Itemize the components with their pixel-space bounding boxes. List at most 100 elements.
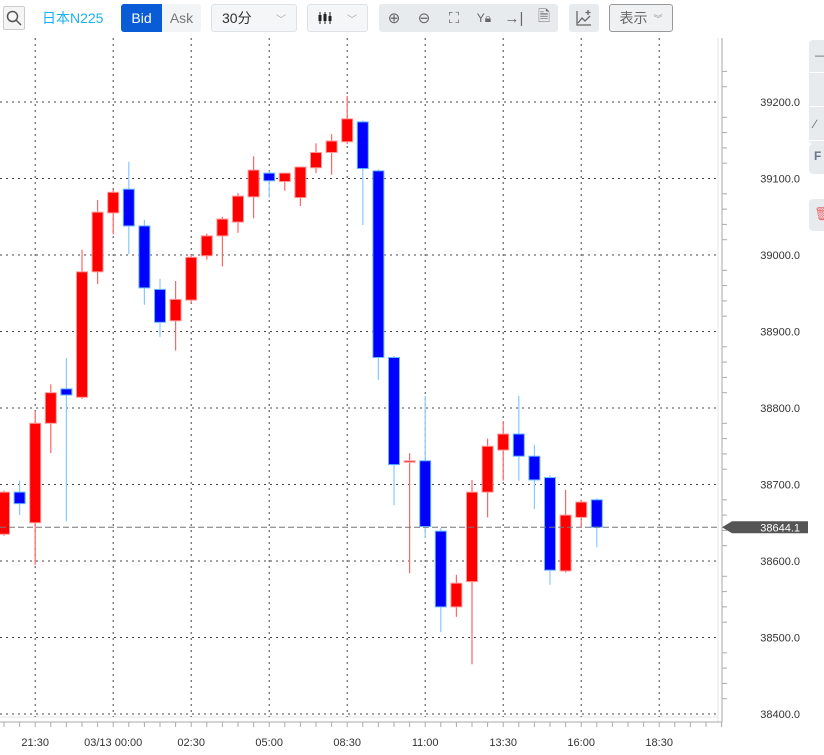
zoom-in-icon[interactable]: ⊕ — [387, 10, 401, 27]
x-tick-label: 05:00 — [255, 737, 283, 749]
candle-body — [466, 491, 478, 583]
candle — [497, 421, 510, 481]
candle-body — [29, 422, 42, 524]
x-tick-label: 08:30 — [333, 737, 361, 749]
candle — [91, 199, 104, 285]
candle — [154, 278, 166, 337]
y-tick-label: 39100.0 — [760, 174, 800, 186]
bid-button[interactable]: Bid — [121, 4, 162, 32]
candle — [138, 219, 151, 305]
candle-body — [154, 288, 166, 323]
document-icon[interactable]: 🗎 — [537, 7, 551, 25]
add-indicator-icon — [576, 10, 591, 26]
candle — [559, 489, 572, 573]
candle — [575, 499, 588, 528]
candle-body — [294, 166, 307, 199]
chart-type-select[interactable]: ﹀ — [307, 4, 368, 32]
candle-body — [107, 191, 120, 214]
current-price-label: 38644.1 — [760, 522, 800, 534]
y-tick-label: 38900.0 — [760, 327, 800, 339]
candle-body — [76, 271, 88, 398]
candle-body — [403, 460, 416, 463]
ask-button[interactable]: Ask — [162, 4, 201, 32]
candle-body — [122, 188, 135, 227]
candle-body — [216, 218, 229, 237]
current-price-marker — [722, 521, 808, 534]
chevron-down-icon: ﹀ — [276, 14, 286, 26]
candle — [372, 169, 385, 380]
candle — [60, 358, 73, 522]
x-tick-label: 13:30 — [489, 737, 517, 749]
x-tick-label: 11:00 — [412, 737, 439, 749]
zoom-out-icon[interactable]: ⊖ — [417, 10, 431, 27]
candle-body — [497, 433, 510, 451]
candle-body — [341, 118, 354, 143]
candle-body — [512, 433, 525, 457]
fib-button[interactable]: F — [809, 144, 824, 174]
tool-button[interactable] — [809, 73, 824, 107]
candle — [169, 281, 182, 351]
candle-body — [278, 172, 291, 183]
candle — [512, 395, 525, 481]
delete-button[interactable]: 🗑︎ — [809, 199, 824, 231]
candle-body — [325, 140, 338, 153]
candle-body — [60, 388, 73, 396]
candle — [434, 528, 447, 633]
x-tick-label: 16:00 — [567, 737, 595, 749]
side-toolbar: — ∕ — [809, 40, 824, 144]
x-tick-label: 18:30 — [645, 737, 673, 749]
candle — [528, 444, 541, 509]
candle — [200, 233, 213, 260]
candle-body — [559, 514, 572, 572]
horizontal-line-icon[interactable]: — — [809, 40, 824, 73]
candle-body — [434, 530, 447, 608]
candle — [466, 479, 478, 665]
candle-body — [232, 195, 244, 223]
chart-tools-group: ⊕ ⊖ ⛶ Y🔒︎ →| 🗎 — [379, 4, 558, 32]
interval-value: 30分 — [222, 10, 252, 26]
symbol-name[interactable]: 日本N225 — [42, 10, 104, 26]
fib-label: F — [814, 149, 822, 163]
toolbar: 日本N225 Bid Ask 30分 ﹀ ﹀ ⊕ ⊖ ⛶ Y🔒︎ →| 🗎 表示… — [0, 0, 824, 36]
candle — [263, 170, 276, 198]
chevron-down-icon: ﹀ — [347, 14, 357, 26]
candle-body — [388, 357, 400, 466]
candle — [419, 395, 432, 539]
candle — [13, 480, 26, 516]
add-indicator-button[interactable] — [569, 4, 599, 32]
interval-select[interactable]: 30分 ﹀ — [211, 4, 297, 32]
candle — [76, 249, 88, 399]
y-lock-icon[interactable]: Y🔒︎ — [476, 10, 492, 25]
display-menu-button[interactable]: 表示 ︾ — [609, 4, 673, 32]
candle — [29, 411, 42, 565]
trash-icon: 🗑︎ — [814, 206, 824, 221]
search-icon — [6, 10, 22, 26]
y-tick-label: 38800.0 — [760, 403, 800, 415]
candle — [278, 172, 291, 191]
candle-body — [356, 121, 369, 170]
candle-body — [200, 235, 213, 257]
fit-icon[interactable]: ⛶ — [448, 9, 460, 27]
y-tick-label: 38400.0 — [760, 709, 800, 721]
trend-line-icon[interactable]: ∕ — [809, 107, 824, 141]
chevron-double-down-icon: ︾ — [653, 13, 663, 24]
candle-body — [450, 582, 463, 608]
candle-body — [481, 445, 494, 493]
candle — [388, 355, 400, 506]
x-tick-label: 21:30 — [21, 737, 49, 749]
search-button[interactable] — [3, 6, 25, 30]
candle — [544, 475, 556, 585]
scroll-to-end-icon[interactable]: →| — [504, 9, 524, 27]
candle — [216, 216, 229, 267]
candle-body — [247, 169, 260, 198]
y-tick-label: 38500.0 — [760, 633, 800, 645]
candle — [247, 156, 260, 219]
candle — [0, 490, 10, 536]
candle — [356, 120, 369, 226]
candle — [310, 143, 322, 174]
candle — [232, 193, 244, 233]
y-tick-label: 39200.0 — [760, 97, 800, 109]
candle-body — [138, 225, 151, 289]
candle — [403, 453, 416, 574]
